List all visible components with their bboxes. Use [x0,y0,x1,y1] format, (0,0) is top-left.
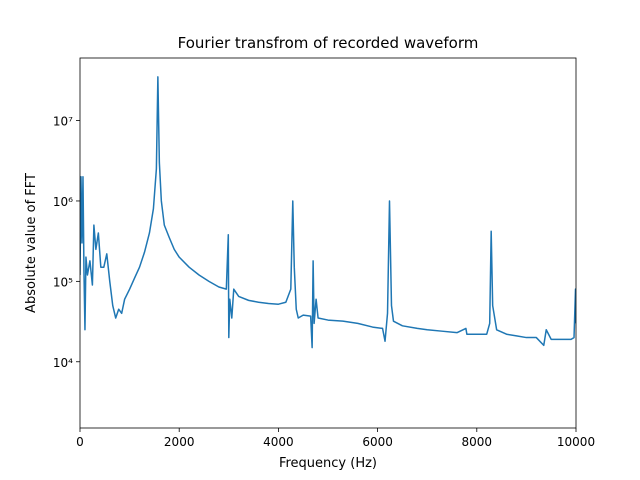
y-tick-label: 10⁷ [53,115,73,129]
x-tick-label: 10000 [557,435,595,449]
y-tick-label: 10⁴ [53,356,73,370]
x-tick-label: 0 [76,435,84,449]
x-tick-label: 8000 [462,435,493,449]
x-tick-label: 6000 [362,435,393,449]
x-tick-label: 2000 [164,435,195,449]
x-tick-label: 4000 [263,435,294,449]
y-axis-label: Absolute value of FFT [24,173,39,313]
data-line [80,76,576,349]
axes-frame [79,57,577,429]
x-axis-label: Frequency (Hz) [279,456,377,471]
y-tick-label: 10⁶ [53,195,73,209]
chart-title: Fourier transfrom of recorded waveform [178,34,479,52]
y-tick-label: 10⁵ [53,275,73,289]
